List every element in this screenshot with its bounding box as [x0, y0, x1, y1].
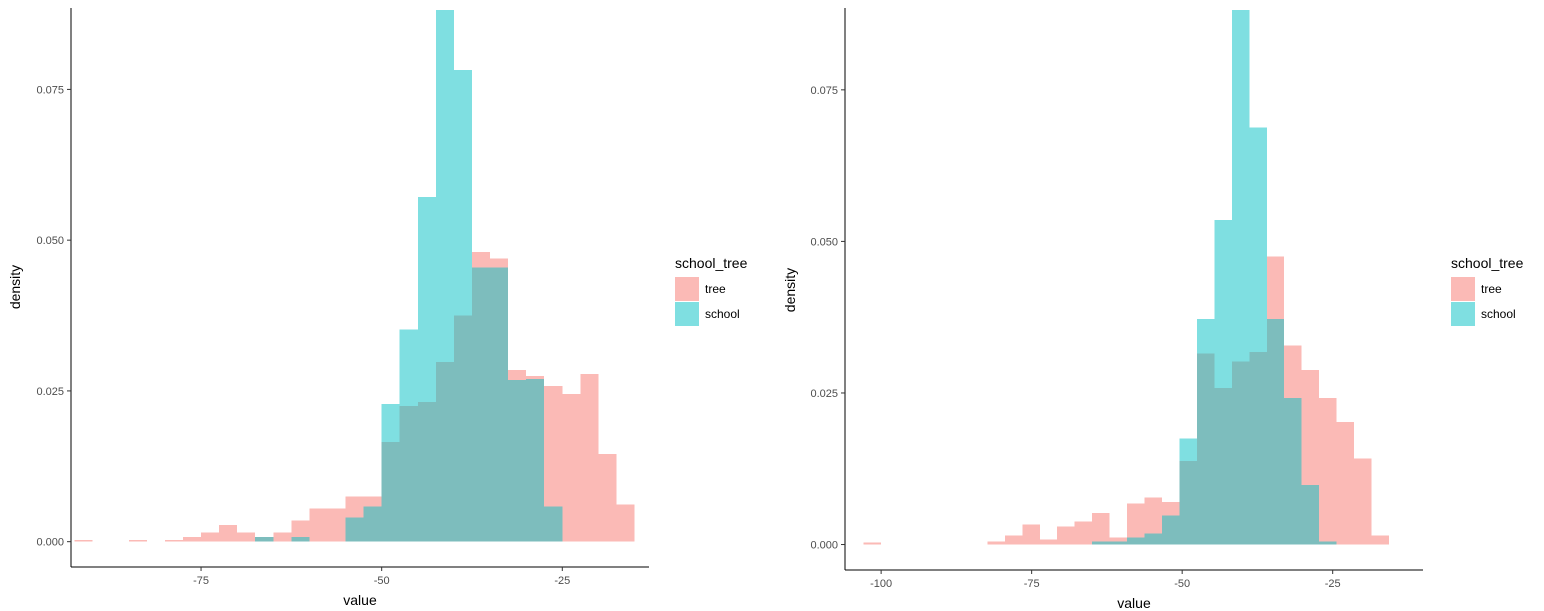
y-tick-label: 0.050 [36, 235, 64, 247]
y-axis-title: density [782, 268, 798, 312]
tree-bar-5 [219, 524, 238, 542]
tree-bar-1 [128, 539, 147, 542]
tree-bar-26 [598, 454, 617, 542]
y-tick-label: 0.000 [810, 540, 838, 552]
school-bar-0 [255, 536, 274, 542]
y-tick-label: 0.025 [810, 388, 838, 400]
tree-bar-4 [201, 532, 220, 542]
tree-bar-10 [1144, 497, 1162, 545]
tree-bar-23 [1371, 535, 1389, 545]
tree-bar-11 [327, 508, 346, 542]
school-bar-8 [1231, 9, 1250, 545]
legend-key-tree [675, 277, 699, 301]
legend-label-school: school [1481, 307, 1516, 321]
tree-bar-3 [1022, 524, 1040, 545]
tree-bar-4 [1039, 539, 1058, 545]
school-bar-5 [1179, 438, 1197, 545]
tree-bar-8 [1109, 537, 1128, 545]
school-bar-3 [363, 506, 382, 542]
x-tick-label: -100 [870, 578, 892, 590]
tree-bar-2 [164, 539, 183, 542]
x-axis-title: value [343, 592, 377, 608]
tree-bar-24 [562, 393, 581, 542]
x-tick-label: -75 [1024, 578, 1040, 590]
legend-key-tree [1451, 277, 1475, 301]
tree-bar-9 [291, 520, 310, 542]
school-bar-3 [1144, 533, 1162, 545]
y-tick-label: 0.075 [36, 84, 64, 96]
y-tick-label: 0.050 [810, 236, 838, 248]
school-bar-6 [417, 196, 436, 542]
y-axis-title: density [7, 265, 23, 309]
legend-label-tree: tree [1481, 282, 1502, 296]
school-bar-0 [1092, 541, 1110, 545]
tree-bar-6 [1074, 521, 1093, 545]
x-tick-label: -50 [374, 575, 390, 587]
y-tick-label: 0.000 [36, 537, 64, 549]
tree-bar-21 [1336, 422, 1355, 545]
y-tick-label: 0.025 [36, 386, 64, 398]
school-bar-11 [508, 380, 527, 542]
tree-bar-3 [182, 536, 202, 542]
x-tick-label: -25 [1325, 578, 1341, 590]
tree-bar-22 [1354, 458, 1372, 545]
school-bar-9 [471, 267, 491, 542]
school-bar-12 [526, 378, 545, 542]
tree-bar-2 [1004, 535, 1023, 545]
series-school [1092, 9, 1337, 545]
tree-bar-20 [1319, 397, 1337, 545]
histogram-panel-2: 0.000 0.025 0.050 0.075 -100 -75 -50 -25 value de… [782, 8, 1524, 611]
tree-bar-25 [580, 374, 599, 542]
school-bar-2 [1127, 537, 1145, 545]
legend-key-school [1451, 302, 1475, 326]
school-bar-6 [1196, 319, 1215, 545]
school-bar-5 [399, 329, 418, 542]
tree-bar-6 [237, 532, 256, 542]
tree-bar-7 [1092, 513, 1110, 545]
histogram-panel-1: 0.000 0.025 0.050 0.075 -75 -50 -25 value densit… [7, 8, 748, 608]
x-axis-title: value [1117, 595, 1151, 611]
school-bar-9 [1249, 127, 1267, 545]
legend-key-school [675, 302, 699, 326]
legend-title: school_tree [675, 255, 748, 271]
series-school [255, 9, 563, 542]
legend-title: school_tree [1451, 255, 1524, 271]
tree-bar-8 [273, 532, 292, 542]
school-bar-8 [453, 70, 472, 542]
tree-bar-0 [74, 539, 93, 542]
series-tree [74, 252, 635, 542]
tree-bar-9 [1127, 503, 1145, 545]
tree-bar-5 [1057, 526, 1075, 545]
school-bar-10 [1266, 319, 1285, 545]
school-bar-13 [544, 506, 563, 542]
school-bar-10 [490, 267, 509, 542]
school-bar-1 [1109, 541, 1128, 545]
school-bar-7 [1214, 220, 1232, 545]
school-bar-4 [381, 404, 400, 542]
legend-label-school: school [705, 307, 740, 321]
y-tick-label: 0.075 [810, 85, 838, 97]
school-bar-1 [291, 536, 310, 542]
x-tick-label: -25 [554, 575, 570, 587]
school-bar-2 [345, 517, 364, 542]
x-tick-label: -75 [193, 575, 209, 587]
tree-bar-10 [309, 508, 328, 542]
school-bar-4 [1162, 515, 1180, 545]
tree-bar-1 [987, 541, 1005, 545]
x-tick-label: -50 [1174, 578, 1190, 590]
school-bar-7 [435, 9, 454, 542]
tree-bar-27 [616, 504, 635, 542]
legend-label-tree: tree [705, 282, 726, 296]
school-bar-11 [1284, 397, 1302, 545]
school-bar-13 [1319, 541, 1337, 545]
tree-bar-23 [544, 386, 563, 542]
tree-bar-0 [863, 542, 882, 545]
school-bar-12 [1301, 485, 1320, 545]
